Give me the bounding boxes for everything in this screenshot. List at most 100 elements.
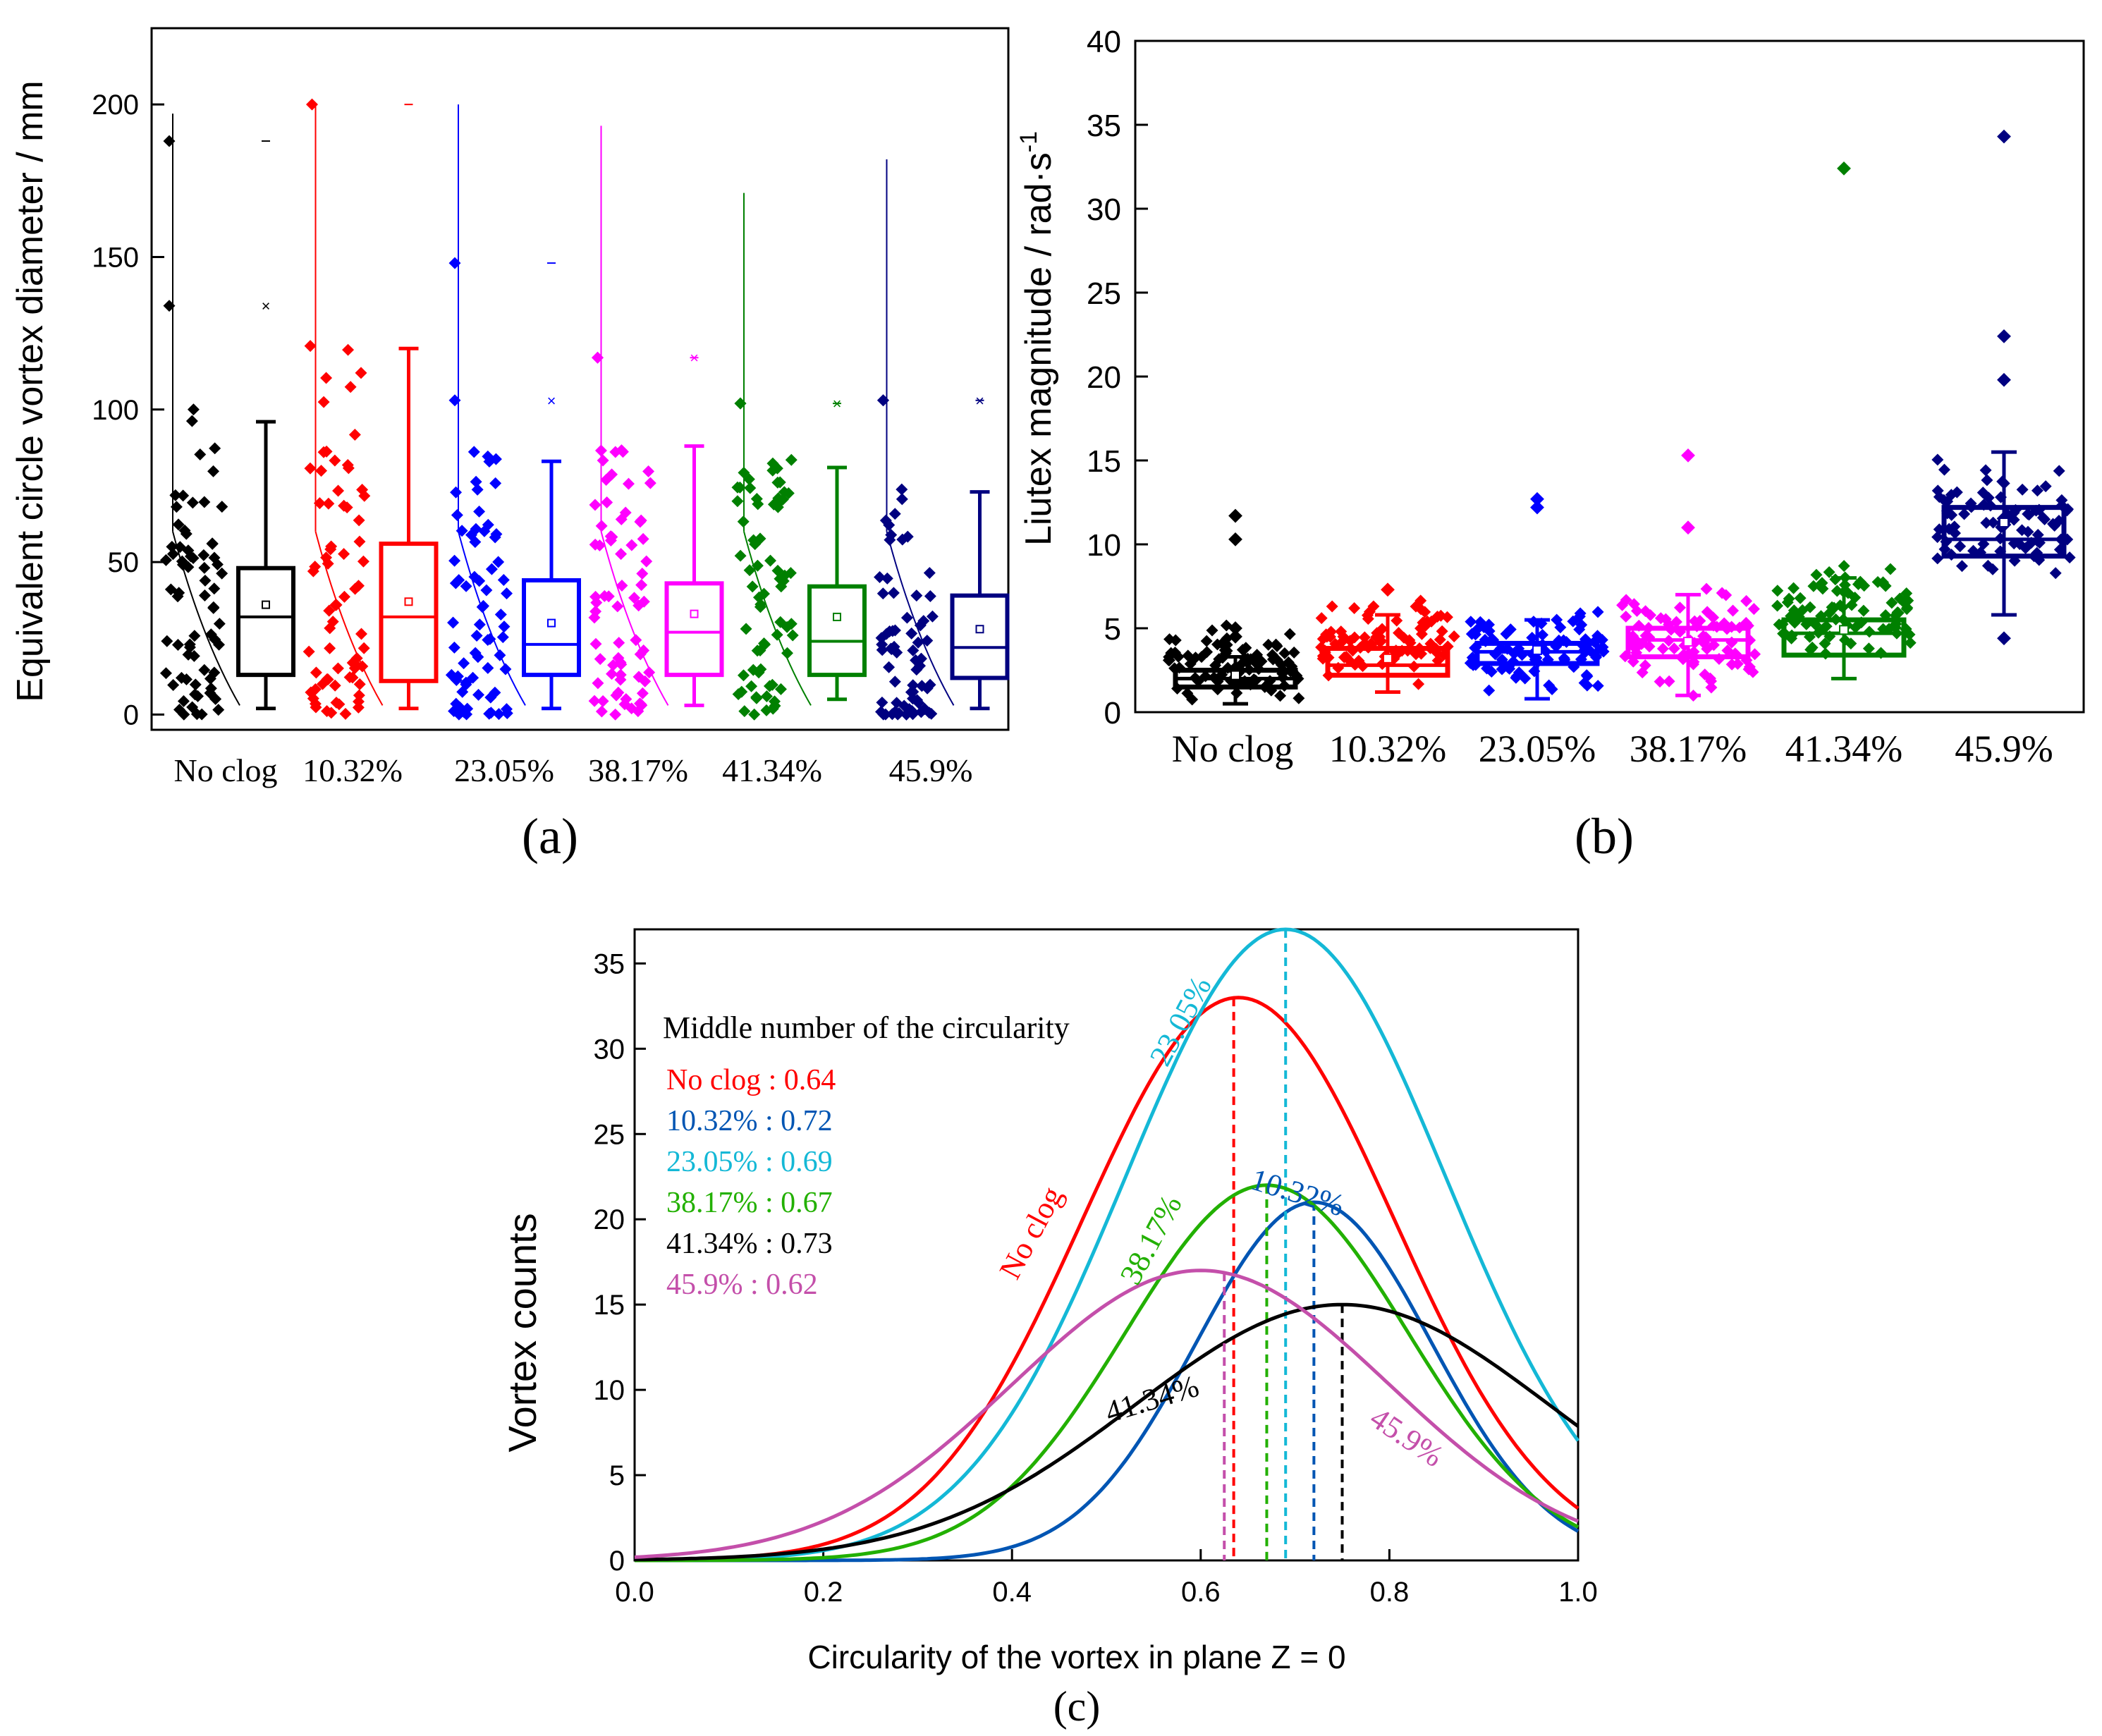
panel-a-label: (a)	[522, 808, 578, 864]
panel-a-data-point	[763, 680, 776, 692]
panel-b-y-tick-label: 10	[1087, 528, 1121, 563]
panel-b-data-point	[1931, 531, 1944, 544]
panel-a-series-5: ×	[874, 159, 1010, 721]
panel-a-data-point	[339, 707, 352, 720]
panel-b-data-point	[1900, 603, 1913, 616]
panel-a-box	[807, 584, 867, 678]
panel-a-data-point	[743, 564, 756, 577]
panel-b-mean-marker	[1230, 670, 1240, 680]
panel-a-data-point	[208, 666, 221, 679]
panel-b-data-point	[1884, 563, 1897, 575]
panel-c-series-2: 23.05% : 0.69	[634, 927, 1580, 1563]
panel-a-data-point	[199, 574, 212, 587]
panel-a-data-point	[187, 403, 200, 416]
panel-b-mean-marker	[1683, 637, 1693, 647]
panel-a-series-1	[303, 98, 439, 720]
panel-b-x-tick-label: No clog	[1172, 728, 1293, 770]
panel-b-data-point	[1656, 642, 1669, 655]
panel-a-data-point	[501, 587, 513, 600]
panel-a-data-point	[594, 653, 606, 666]
panel-a-data-point	[589, 499, 601, 511]
panel-a-data-point	[731, 495, 744, 508]
panel-a-data-point	[604, 530, 617, 543]
panel-a-data-point	[888, 624, 901, 637]
panel-b-data-point	[1410, 600, 1422, 613]
panel-b-data-point	[1810, 568, 1823, 581]
panel-b-data-point	[1788, 582, 1800, 594]
panel-a-data-point	[734, 549, 747, 562]
panel-a-data-point	[489, 686, 501, 699]
panel-a-data-point	[589, 605, 602, 618]
panel-a-outlier-marker: ×	[262, 298, 271, 315]
panel-a-extreme-point	[448, 257, 461, 269]
panel-c-y-tick-label: 25	[594, 1119, 625, 1150]
panel-a-data-point	[751, 559, 764, 572]
panel-b-data-point	[1315, 612, 1328, 625]
panel-a-data-point	[743, 473, 755, 486]
panel-a-data-point	[189, 678, 202, 691]
panel-b-outlier-point	[1997, 631, 2011, 646]
panel-a-data-point	[912, 636, 924, 649]
panel-b-label: (b)	[1575, 808, 1634, 864]
panel-b-data-point	[1819, 637, 1831, 650]
panel-a-extreme-point	[306, 98, 318, 111]
panel-b-data-point	[1591, 606, 1604, 618]
panel-a-data-point	[494, 649, 506, 661]
panel-b-data-point	[1701, 606, 1713, 618]
panel-b-data-point	[1358, 631, 1371, 644]
panel-a-box	[522, 578, 581, 678]
panel-a-data-point	[775, 580, 788, 593]
panel-a-data-point	[310, 666, 322, 679]
panel-a-data-point	[589, 637, 602, 650]
panel-a-data-point	[169, 489, 182, 501]
panel-b-data-point	[1783, 592, 1795, 605]
panel-a-data-point	[357, 555, 369, 568]
panel-b-series-0	[1162, 508, 1305, 706]
panel-b-data-point	[1871, 575, 1884, 588]
panel-a-data-point	[482, 634, 494, 647]
panel-a-density-curve	[458, 531, 526, 706]
panel-b-data-point	[2031, 484, 2043, 497]
panel-a-data-point	[918, 702, 931, 715]
panel-a-data-point	[601, 496, 613, 508]
panel-b-data-point	[1931, 552, 1944, 565]
panel-a-data-point	[213, 618, 226, 630]
panel-b-data-point	[1931, 453, 1944, 466]
panel-a-data-point	[494, 609, 507, 621]
panel-a-data-point	[198, 664, 211, 676]
panel-b-data-point	[1181, 687, 1194, 699]
panel-a-x-tick-label: 45.9%	[889, 752, 973, 788]
panel-a-data-point	[589, 590, 602, 603]
panel-a-data-point	[477, 599, 489, 612]
panel-a-data-point	[188, 630, 201, 642]
panel-b-outlier-point	[1228, 621, 1242, 635]
panel-b-data-point	[1211, 638, 1223, 651]
panel-b-data-point	[1820, 620, 1833, 632]
panel-a-data-point	[304, 462, 317, 475]
panel-b-data-point	[2022, 525, 2034, 538]
panel-b-data-point	[1955, 560, 1968, 573]
panel-a-data-point	[325, 540, 338, 553]
panel-a-data-point	[637, 644, 650, 656]
panel-b-y-tick-label: 5	[1104, 612, 1121, 647]
panel-b-y-tick-label: 40	[1087, 25, 1121, 59]
panel-b-mean-marker	[1999, 518, 2009, 528]
panel-a-data-point	[198, 496, 211, 508]
panel-a-data-point	[609, 446, 622, 458]
panel-b-data-point	[1806, 641, 1819, 654]
panel-a-data-point	[633, 697, 646, 710]
panel-b-outlier-point	[1530, 500, 1544, 515]
panel-a-data-point	[451, 509, 463, 522]
panel-a-data-point	[206, 537, 219, 550]
panel-b-data-point	[1902, 594, 1914, 607]
panel-b-data-point	[1526, 631, 1539, 644]
panel-a-data-point	[636, 687, 649, 699]
panel-a-data-point	[460, 580, 472, 592]
panel-a-data-point	[496, 631, 509, 644]
panel-c-curve	[635, 1183, 1579, 1563]
panel-a-data-point	[637, 532, 649, 545]
panel-b-y-tick-label: 0	[1104, 696, 1121, 731]
panel-a-data-point	[212, 704, 225, 716]
panel-a-data-point	[732, 688, 745, 700]
panel-a-data-point	[207, 601, 220, 613]
